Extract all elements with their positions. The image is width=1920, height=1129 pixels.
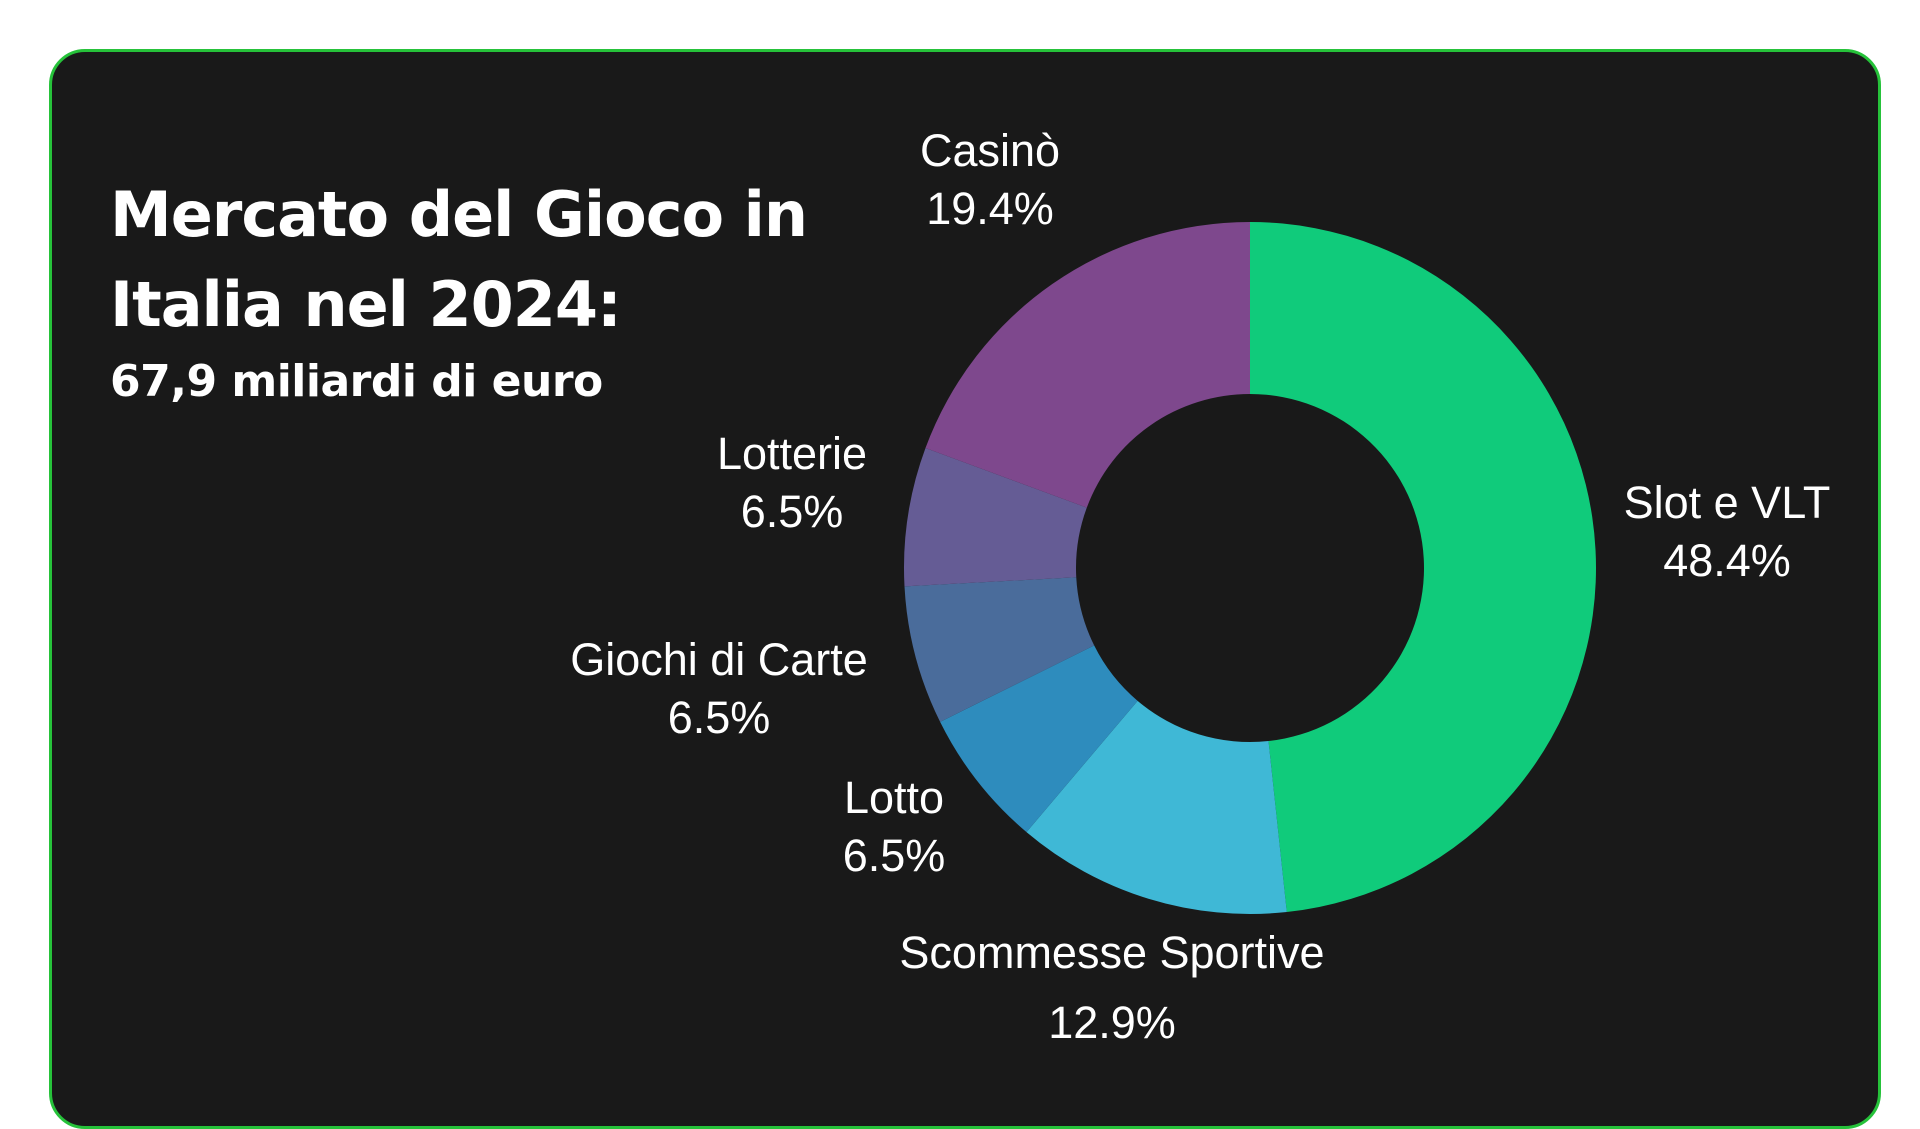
slice-category-label: Lotto <box>844 772 944 823</box>
donut-slice-slot-e-vlt <box>1250 222 1596 913</box>
slice-value-label: 19.4% <box>926 183 1054 234</box>
slice-value-label: 48.4% <box>1663 535 1791 586</box>
slice-category-label: Giochi di Carte <box>570 634 868 685</box>
slice-label-group: Lotto 6.5% <box>843 772 946 881</box>
slice-value-label: 6.5% <box>668 692 771 743</box>
slice-category-label: Slot e VLT <box>1624 477 1831 528</box>
donut-slice-giochi-di-carte <box>904 577 1095 722</box>
donut-slice-lotto <box>940 645 1138 833</box>
slice-label-group: Giochi di Carte 6.5% <box>570 634 868 743</box>
donut-chart: Slot e VLT 48.4% Scommesse Sportive 12.9% Lo… <box>570 125 1831 1048</box>
donut-slice-casin- <box>925 221 1250 508</box>
chart-subtitle: 67,9 miliardi di euro <box>110 356 603 407</box>
donut-slice-lotterie <box>904 447 1087 587</box>
slice-category-label: Scommesse Sportive <box>899 927 1324 978</box>
slice-category-label: Casinò <box>920 125 1060 176</box>
slice-value-label: 12.9% <box>1048 997 1176 1048</box>
donut-slice-scommesse-sportive <box>1026 700 1287 915</box>
slice-label-group: Casinò 19.4% <box>920 125 1060 234</box>
slice-label-group: Slot e VLT 48.4% <box>1624 477 1831 586</box>
slice-label-group: Lotterie 6.5% <box>717 428 867 537</box>
slice-value-label: 6.5% <box>843 830 946 881</box>
chart-title: Mercato del Gioco in Italia nel 2024: <box>110 178 808 341</box>
slice-label-group: Scommesse Sportive 12.9% <box>899 927 1324 1048</box>
slice-value-label: 6.5% <box>741 486 844 537</box>
chart-card: Mercato del Gioco in Italia nel 2024: 67… <box>49 49 1881 1129</box>
slice-category-label: Lotterie <box>717 428 867 479</box>
